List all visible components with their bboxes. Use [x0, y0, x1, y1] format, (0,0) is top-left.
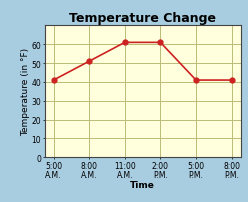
- X-axis label: Time: Time: [130, 180, 155, 189]
- Title: Temperature Change: Temperature Change: [69, 12, 216, 25]
- Y-axis label: Temperature (in °F): Temperature (in °F): [21, 48, 30, 136]
